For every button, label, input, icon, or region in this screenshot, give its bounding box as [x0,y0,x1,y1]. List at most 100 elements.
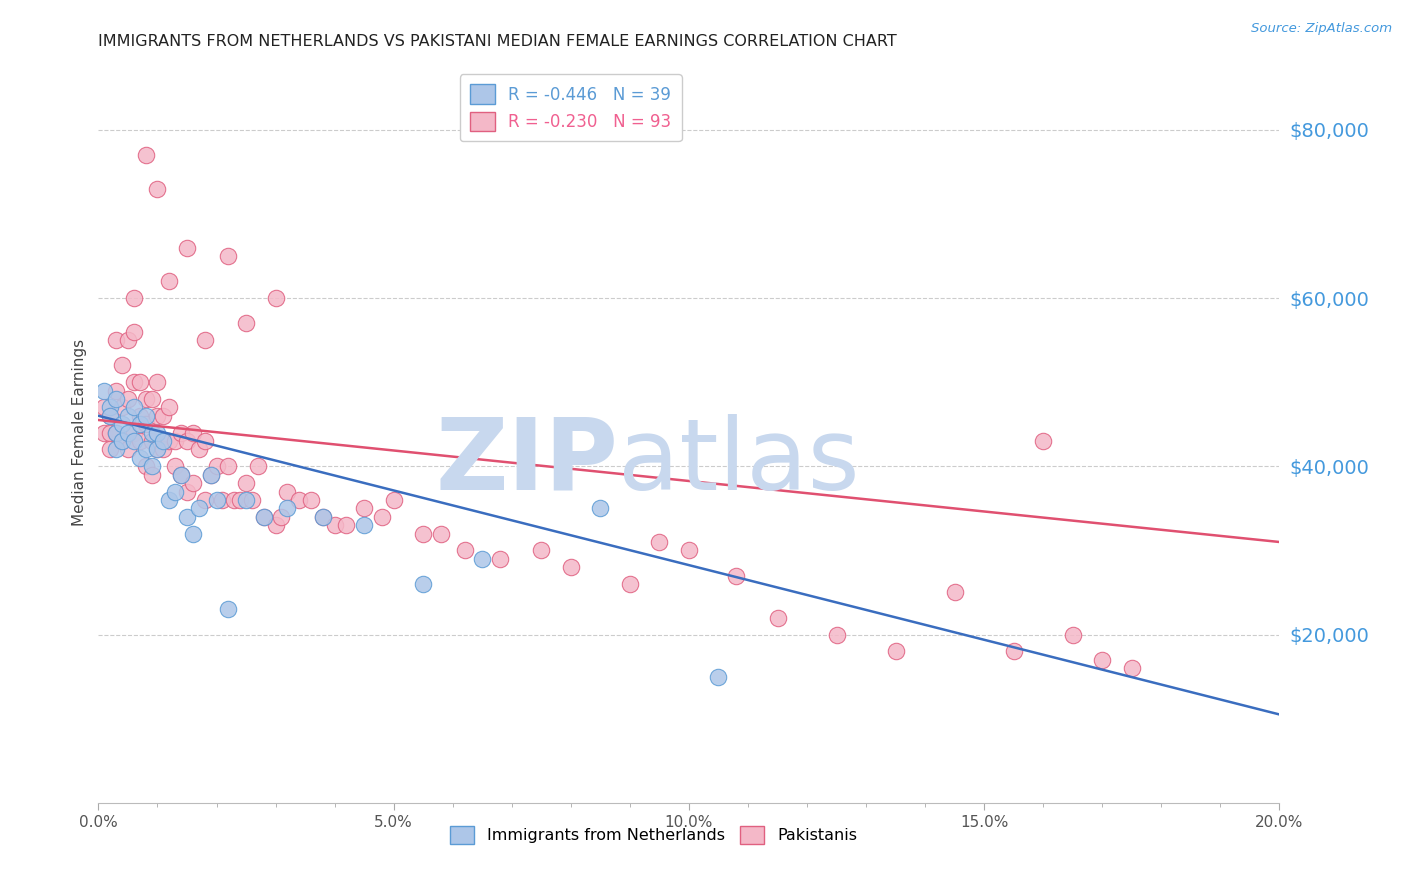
Point [93,384,115,398]
Point [1032,434,1054,448]
Point [382,492,405,507]
Point [471,551,494,566]
Point [111,434,134,448]
Point [141,434,163,448]
Point [122,325,145,339]
Point [725,568,748,582]
Point [135,409,157,423]
Point [105,425,128,440]
Point [105,392,128,406]
Point [1002,644,1025,658]
Point [93,401,115,415]
Point [253,509,276,524]
Point [135,442,157,457]
Point [157,274,180,288]
Point [264,291,287,305]
Point [146,442,169,457]
Point [678,543,700,558]
Point [187,442,209,457]
Point [117,333,139,347]
Point [246,459,269,474]
Point [111,359,134,373]
Point [181,476,204,491]
Text: atlas: atlas [619,414,859,511]
Point [146,181,169,195]
Point [589,501,612,516]
Point [128,375,150,389]
Point [135,417,157,432]
Point [111,401,134,415]
Point [176,434,198,448]
Point [353,501,375,516]
Point [117,409,139,423]
Point [270,509,292,524]
Point [430,526,453,541]
Point [235,476,257,491]
Point [135,392,157,406]
Point [141,459,163,474]
Point [371,509,394,524]
Point [200,467,222,482]
Point [1062,627,1084,641]
Point [181,526,204,541]
Point [98,401,121,415]
Point [98,425,121,440]
Point [128,417,150,432]
Point [1121,661,1143,675]
Point [825,627,848,641]
Point [105,442,128,457]
Point [530,543,553,558]
Point [235,316,257,330]
Point [170,467,193,482]
Point [165,459,187,474]
Legend: Immigrants from Netherlands, Pakistanis: Immigrants from Netherlands, Pakistanis [443,819,863,850]
Point [146,425,169,440]
Point [128,409,150,423]
Point [353,518,375,533]
Point [111,417,134,432]
Point [217,602,239,616]
Point [165,434,187,448]
Point [276,501,298,516]
Point [884,644,907,658]
Y-axis label: Median Female Earnings: Median Female Earnings [72,339,87,526]
Point [240,492,263,507]
Point [323,518,346,533]
Point [205,492,228,507]
Point [157,434,180,448]
Point [152,442,174,457]
Point [288,492,311,507]
Point [157,492,180,507]
Point [105,384,128,398]
Point [146,442,169,457]
Point [205,459,228,474]
Point [412,526,434,541]
Point [335,518,357,533]
Point [194,492,217,507]
Point [122,434,145,448]
Point [200,467,222,482]
Point [224,492,246,507]
Point [253,509,276,524]
Point [648,535,671,549]
Point [211,492,233,507]
Point [170,467,193,482]
Point [98,409,121,423]
Point [146,375,169,389]
Point [141,425,163,440]
Point [176,484,198,499]
Point [194,434,217,448]
Text: IMMIGRANTS FROM NETHERLANDS VS PAKISTANI MEDIAN FEMALE EARNINGS CORRELATION CHAR: IMMIGRANTS FROM NETHERLANDS VS PAKISTANI… [98,34,897,49]
Point [412,577,434,591]
Point [117,392,139,406]
Point [128,434,150,448]
Point [1091,653,1114,667]
Point [98,442,121,457]
Point [105,333,128,347]
Point [165,484,187,499]
Point [453,543,475,558]
Point [152,409,174,423]
Point [105,425,128,440]
Point [152,434,174,448]
Text: Source: ZipAtlas.com: Source: ZipAtlas.com [1251,22,1392,36]
